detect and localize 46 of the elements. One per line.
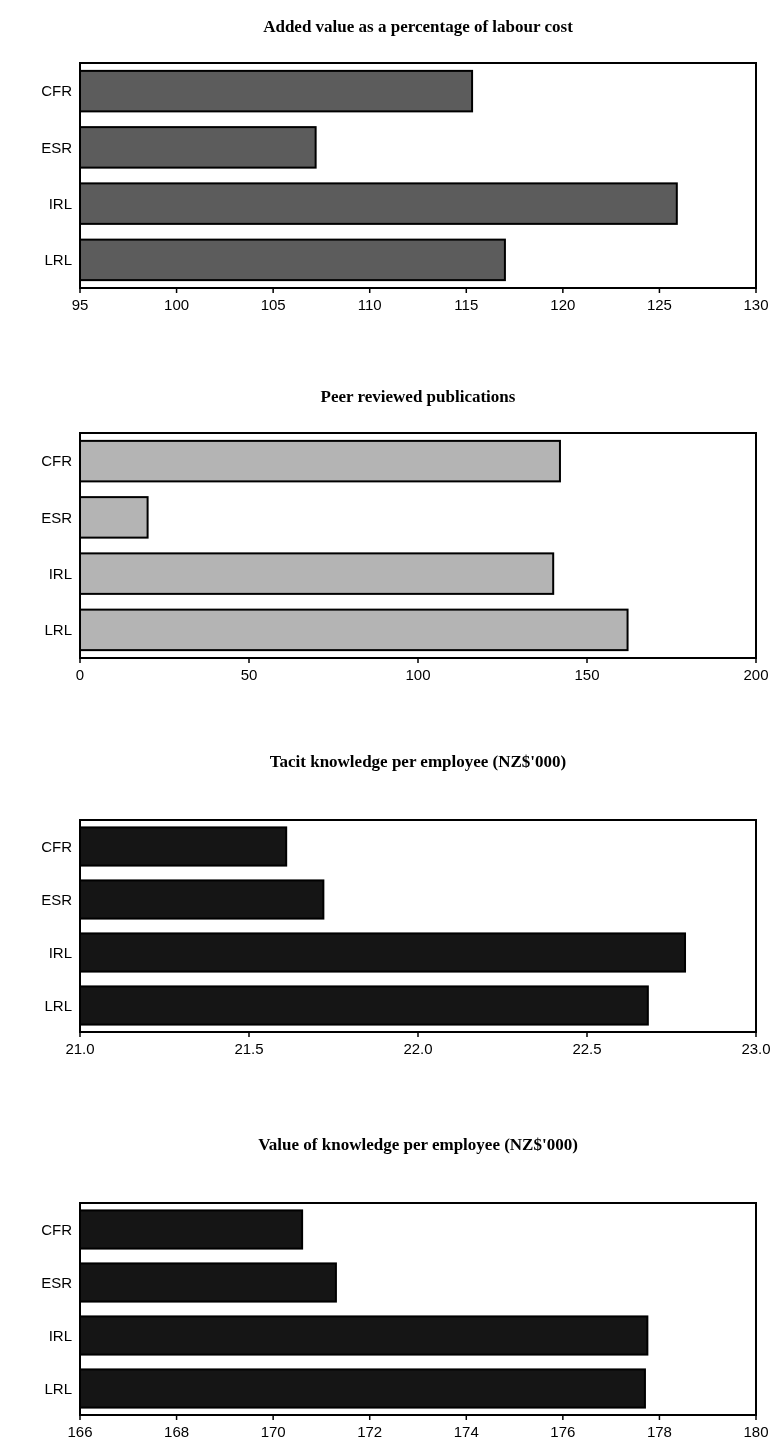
x-tick-label: 23.0 bbox=[741, 1040, 771, 1057]
y-tick-label: ESR bbox=[41, 890, 73, 908]
y-tick-label: LRL bbox=[44, 251, 72, 269]
x-tick-label: 150 bbox=[574, 666, 600, 683]
y-tick-label: IRL bbox=[48, 564, 72, 582]
x-tick-label: 200 bbox=[743, 666, 769, 683]
y-tick-label: LRL bbox=[44, 1379, 72, 1397]
chart-title: Added value as a percentage of labour cost bbox=[263, 17, 574, 36]
y-tick-label: CFR bbox=[41, 452, 73, 470]
y-tick-label: CFR bbox=[41, 1220, 73, 1238]
y-tick-label: ESR bbox=[41, 1273, 73, 1291]
x-tick-label: 172 bbox=[357, 1423, 383, 1440]
x-tick-label: 0 bbox=[75, 666, 85, 683]
x-tick-label: 100 bbox=[164, 296, 190, 313]
x-tick-label: 22.0 bbox=[403, 1040, 433, 1057]
x-tick-label: 178 bbox=[646, 1423, 672, 1440]
y-tick-label: LRL bbox=[44, 996, 72, 1014]
x-tick-label: 120 bbox=[550, 296, 576, 313]
y-tick-label: ESR bbox=[41, 508, 73, 526]
x-tick-label: 168 bbox=[164, 1423, 190, 1440]
chart-title: Peer reviewed publications bbox=[320, 387, 516, 406]
x-tick-label: 180 bbox=[743, 1423, 769, 1440]
chart-title: Tacit knowledge per employee (NZ$'000) bbox=[269, 752, 567, 771]
y-tick-label: ESR bbox=[41, 138, 73, 156]
x-tick-label: 100 bbox=[405, 666, 431, 683]
x-tick-label: 115 bbox=[454, 296, 479, 313]
x-tick-label: 110 bbox=[357, 296, 382, 313]
x-tick-label: 130 bbox=[743, 296, 769, 313]
x-tick-label: 170 bbox=[260, 1423, 286, 1440]
y-tick-label: IRL bbox=[48, 194, 72, 212]
x-tick-label: 22.5 bbox=[572, 1040, 602, 1057]
x-tick-label: 166 bbox=[67, 1423, 93, 1440]
chart-title: Value of knowledge per employee (NZ$'000) bbox=[258, 1135, 578, 1154]
y-tick-label: IRL bbox=[48, 943, 72, 961]
x-tick-label: 95 bbox=[71, 296, 89, 313]
y-tick-label: IRL bbox=[48, 1326, 72, 1344]
y-tick-label: CFR bbox=[41, 82, 73, 100]
x-tick-label: 174 bbox=[453, 1423, 479, 1440]
x-tick-label: 21.0 bbox=[65, 1040, 95, 1057]
x-tick-label: 21.5 bbox=[234, 1040, 264, 1057]
y-tick-label: CFR bbox=[41, 837, 73, 855]
x-tick-label: 105 bbox=[260, 296, 286, 313]
x-tick-label: 50 bbox=[240, 666, 258, 683]
x-tick-label: 176 bbox=[550, 1423, 576, 1440]
y-tick-label: LRL bbox=[44, 621, 72, 639]
x-tick-label: 125 bbox=[646, 296, 672, 313]
